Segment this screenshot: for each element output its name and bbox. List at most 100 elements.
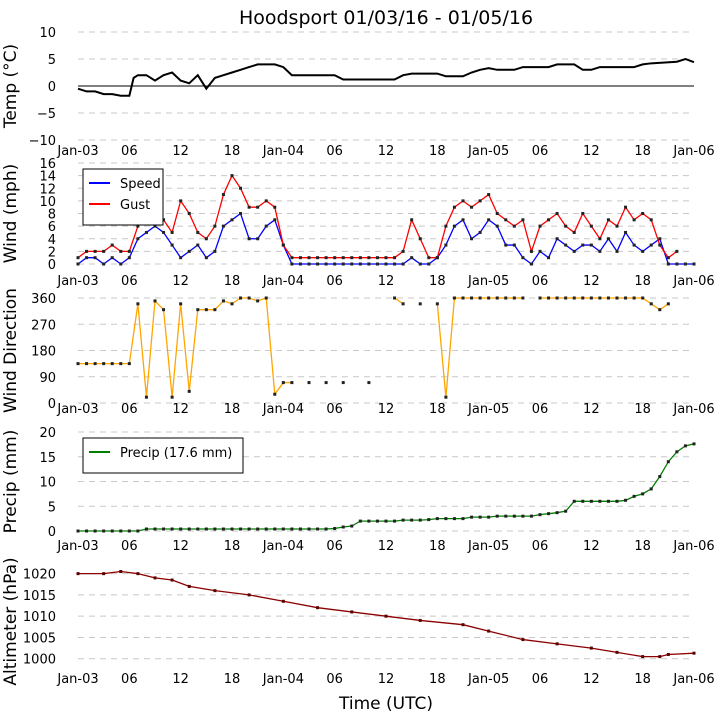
precip-data-point: [641, 492, 645, 496]
wind_direction-data-point: [478, 296, 482, 300]
wind_direction-x-tick-label: 06: [326, 402, 343, 417]
wind-y-tick-label: 14: [39, 170, 56, 185]
precip-legend-box: [82, 437, 244, 474]
precip-data-point: [384, 519, 388, 523]
precip-data-point: [624, 498, 628, 502]
altimeter-data-point: [76, 572, 80, 576]
precip-data-point: [435, 517, 439, 521]
wind-data-point: [221, 224, 225, 228]
altimeter-data-point: [213, 589, 217, 593]
wind_direction-y-tick-label: 270: [31, 318, 56, 333]
wind_direction-data-point: [547, 296, 551, 300]
wind-data-point: [230, 218, 234, 222]
wind-data-point: [478, 230, 482, 234]
wind-data-point: [162, 230, 166, 234]
precip-x-tick-label: 12: [378, 539, 395, 554]
wind_direction-y-tick-label: 90: [39, 371, 56, 386]
wind-data-point: [324, 256, 328, 260]
wind-data-point: [93, 256, 97, 260]
wind_direction-data-point: [632, 296, 636, 300]
wind-data-point: [187, 212, 191, 215]
precip-data-point: [350, 524, 354, 528]
wind-data-point: [307, 262, 311, 266]
temp-x-tick-label: 12: [583, 144, 600, 159]
temp-x-tick-label: 12: [378, 144, 395, 159]
wind-data-point: [666, 256, 670, 260]
altimeter-x-tick-label: 18: [634, 672, 651, 687]
wind-y-tick-label: 16: [39, 157, 56, 172]
wind-data-point: [598, 237, 602, 241]
wind_direction-x-tick-label: 18: [224, 402, 241, 417]
precip-data-point: [93, 529, 97, 533]
wind-data-point: [239, 186, 243, 190]
precip-data-point: [290, 527, 294, 531]
precip-data-point: [127, 529, 131, 533]
precip-x-tick-label: 12: [583, 539, 600, 554]
wind_direction-data-point: [221, 299, 225, 303]
wind-data-point: [564, 243, 568, 247]
wind_direction-x-tick-label: Jan-05: [467, 402, 509, 417]
precip-data-point: [298, 527, 302, 531]
wind-data-point: [247, 205, 251, 209]
wind_direction-data-point: [187, 389, 191, 393]
precip-data-point: [555, 511, 559, 515]
wind_direction-x-tick-label: 06: [121, 402, 138, 417]
wind_direction-data-point: [401, 302, 405, 306]
wind-data-point: [136, 224, 140, 228]
precip-data-point: [478, 515, 482, 519]
wind-data-point: [427, 262, 431, 266]
wind-data-point: [487, 218, 491, 222]
wind-data-point: [196, 243, 200, 247]
precip-data-point: [410, 518, 414, 522]
wind_direction-y-axis-label: Wind Direction: [1, 288, 21, 413]
wind-data-point: [538, 249, 542, 253]
precip-data-point: [187, 527, 191, 531]
wind-data-point: [470, 237, 474, 241]
wind-data-point: [110, 256, 114, 260]
wind_direction-data-point: [555, 296, 559, 300]
altimeter-data-point: [119, 570, 123, 574]
wind-x-tick-label: Jan-04: [262, 274, 304, 289]
wind-data-point: [119, 262, 123, 266]
precip-x-tick-label: Jan-03: [56, 539, 98, 554]
wind-data-point: [692, 262, 696, 266]
wind-data-point: [675, 249, 679, 253]
wind_direction-data-point: [470, 296, 474, 300]
temp-x-tick-label: 06: [326, 144, 343, 159]
altimeter-data-point: [521, 638, 525, 642]
precip-data-point: [85, 529, 89, 533]
altimeter-x-tick-label: 06: [326, 672, 343, 687]
precip-data-point: [316, 527, 320, 531]
altimeter-data-point: [555, 642, 559, 646]
wind-y-axis-label: Wind (mph): [1, 164, 21, 264]
temp-x-tick-label: Jan-03: [56, 144, 98, 159]
precip-x-tick-label: Jan-06: [672, 539, 714, 554]
altimeter-y-tick-label: 1020: [23, 568, 56, 583]
precip-x-tick-label: 06: [121, 539, 138, 554]
altimeter-data-point: [187, 584, 191, 588]
wind-data-point: [589, 243, 593, 247]
wind-data-point: [324, 262, 328, 266]
wind-x-tick-label: Jan-06: [672, 274, 714, 289]
wind-data-point: [521, 218, 525, 222]
temp-y-tick-label: 10: [39, 26, 56, 41]
wind_direction-data-point: [564, 296, 568, 300]
precip-y-tick-label: 15: [39, 451, 56, 466]
precip-x-tick-label: 06: [532, 539, 549, 554]
wind-data-point: [529, 262, 533, 266]
wind_direction-data-point: [247, 296, 251, 300]
wind-data-point: [264, 199, 268, 203]
precip-data-point: [264, 527, 268, 531]
wind-data-point: [367, 262, 371, 266]
wind-data-point: [102, 262, 106, 266]
wind-data-point: [375, 256, 379, 260]
wind-data-point: [384, 256, 388, 260]
wind-data-point: [470, 205, 474, 209]
wind_direction-data-point: [624, 296, 628, 300]
precip-data-point: [666, 460, 670, 464]
precip-data-point: [204, 527, 208, 531]
altimeter-data-point: [316, 606, 320, 610]
wind_direction-x-tick-label: 12: [172, 402, 189, 417]
altimeter-x-tick-label: 06: [532, 672, 549, 687]
wind-data-point: [110, 243, 114, 247]
